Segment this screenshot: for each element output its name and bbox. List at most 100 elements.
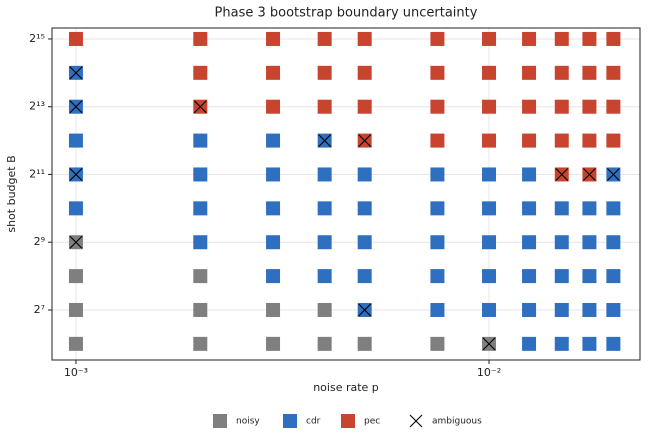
x-stroke xyxy=(583,168,596,181)
square-marker xyxy=(430,65,445,80)
square-marker xyxy=(193,167,208,182)
ambiguous-marker xyxy=(358,134,372,147)
square-marker xyxy=(522,167,537,182)
square-marker xyxy=(430,336,445,351)
square-marker xyxy=(482,167,497,182)
square-marker xyxy=(266,99,281,114)
square-marker xyxy=(266,201,281,216)
square-marker xyxy=(317,336,332,351)
square-marker xyxy=(357,336,372,351)
x-stroke xyxy=(193,100,207,114)
square-marker xyxy=(582,269,597,284)
square-marker xyxy=(554,31,569,46)
ambiguous-marker xyxy=(409,414,423,428)
square-marker xyxy=(213,414,227,428)
square-marker xyxy=(317,31,332,46)
square-marker xyxy=(430,302,445,317)
x-tick-label: 10⁻² xyxy=(477,366,501,379)
square-marker xyxy=(68,269,83,284)
ambiguous-marker xyxy=(318,134,332,147)
square-marker xyxy=(266,302,281,317)
square-marker xyxy=(554,133,569,148)
square-marker xyxy=(606,65,621,80)
square-marker xyxy=(266,167,281,182)
square-marker xyxy=(68,133,83,148)
square-marker xyxy=(606,31,621,46)
square-marker xyxy=(606,99,621,114)
x-axis-label: noise rate p xyxy=(313,381,379,394)
ambiguous-marker xyxy=(69,66,83,80)
square-marker xyxy=(606,302,621,317)
ambiguous-marker xyxy=(69,168,83,181)
legend-label: noisy xyxy=(236,417,260,427)
square-marker xyxy=(606,133,621,148)
chart-title: Phase 3 bootstrap boundary uncertainty xyxy=(215,6,478,21)
ambiguous-marker xyxy=(193,100,207,114)
square-marker xyxy=(357,31,372,46)
square-marker xyxy=(317,65,332,80)
ambiguous-marker xyxy=(358,303,372,317)
x-stroke xyxy=(69,168,83,181)
square-marker xyxy=(582,201,597,216)
square-marker xyxy=(317,167,332,182)
square-marker xyxy=(266,65,281,80)
square-marker xyxy=(582,235,597,250)
square-marker xyxy=(522,235,537,250)
square-marker xyxy=(317,302,332,317)
plot-frame xyxy=(51,27,641,361)
x-stroke xyxy=(482,337,496,351)
square-marker xyxy=(606,201,621,216)
square-marker xyxy=(357,201,372,216)
square-marker xyxy=(522,31,537,46)
square-marker xyxy=(193,269,208,284)
square-marker xyxy=(482,31,497,46)
ambiguous-marker xyxy=(555,168,569,181)
x-stroke xyxy=(409,414,423,428)
x-stroke xyxy=(318,134,332,147)
square-marker xyxy=(430,235,445,250)
square-marker xyxy=(357,65,372,80)
y-tick-label: 2¹³ xyxy=(29,100,45,113)
square-marker xyxy=(357,235,372,250)
square-marker xyxy=(482,133,497,148)
square-marker xyxy=(582,65,597,80)
square-marker xyxy=(317,201,332,216)
square-marker xyxy=(582,31,597,46)
square-marker xyxy=(522,65,537,80)
square-marker xyxy=(317,269,332,284)
square-marker xyxy=(283,414,297,428)
square-marker xyxy=(266,336,281,351)
square-marker xyxy=(582,336,597,351)
square-marker xyxy=(606,235,621,250)
square-marker xyxy=(430,99,445,114)
x-stroke xyxy=(69,100,83,114)
square-marker xyxy=(430,201,445,216)
ambiguous-marker xyxy=(583,168,596,181)
square-marker xyxy=(482,65,497,80)
ambiguous-marker xyxy=(69,100,83,114)
square-marker xyxy=(482,302,497,317)
square-marker xyxy=(482,235,497,250)
square-marker xyxy=(522,133,537,148)
x-stroke xyxy=(69,235,83,249)
square-marker xyxy=(266,31,281,46)
square-marker xyxy=(193,201,208,216)
legend-label: cdr xyxy=(306,417,321,427)
y-tick-label: 2⁷ xyxy=(34,303,45,316)
y-tick-label: 2¹¹ xyxy=(29,167,45,180)
square-marker xyxy=(266,235,281,250)
legend-label: pec xyxy=(364,417,380,427)
square-marker xyxy=(606,269,621,284)
square-marker xyxy=(193,235,208,250)
square-marker xyxy=(357,167,372,182)
legend-label: ambiguous xyxy=(432,417,482,427)
square-marker xyxy=(482,269,497,284)
x-stroke xyxy=(358,303,372,317)
x-stroke xyxy=(606,168,620,181)
square-marker xyxy=(522,269,537,284)
square-marker xyxy=(554,336,569,351)
square-marker xyxy=(606,336,621,351)
square-marker xyxy=(554,201,569,216)
square-marker xyxy=(522,201,537,216)
